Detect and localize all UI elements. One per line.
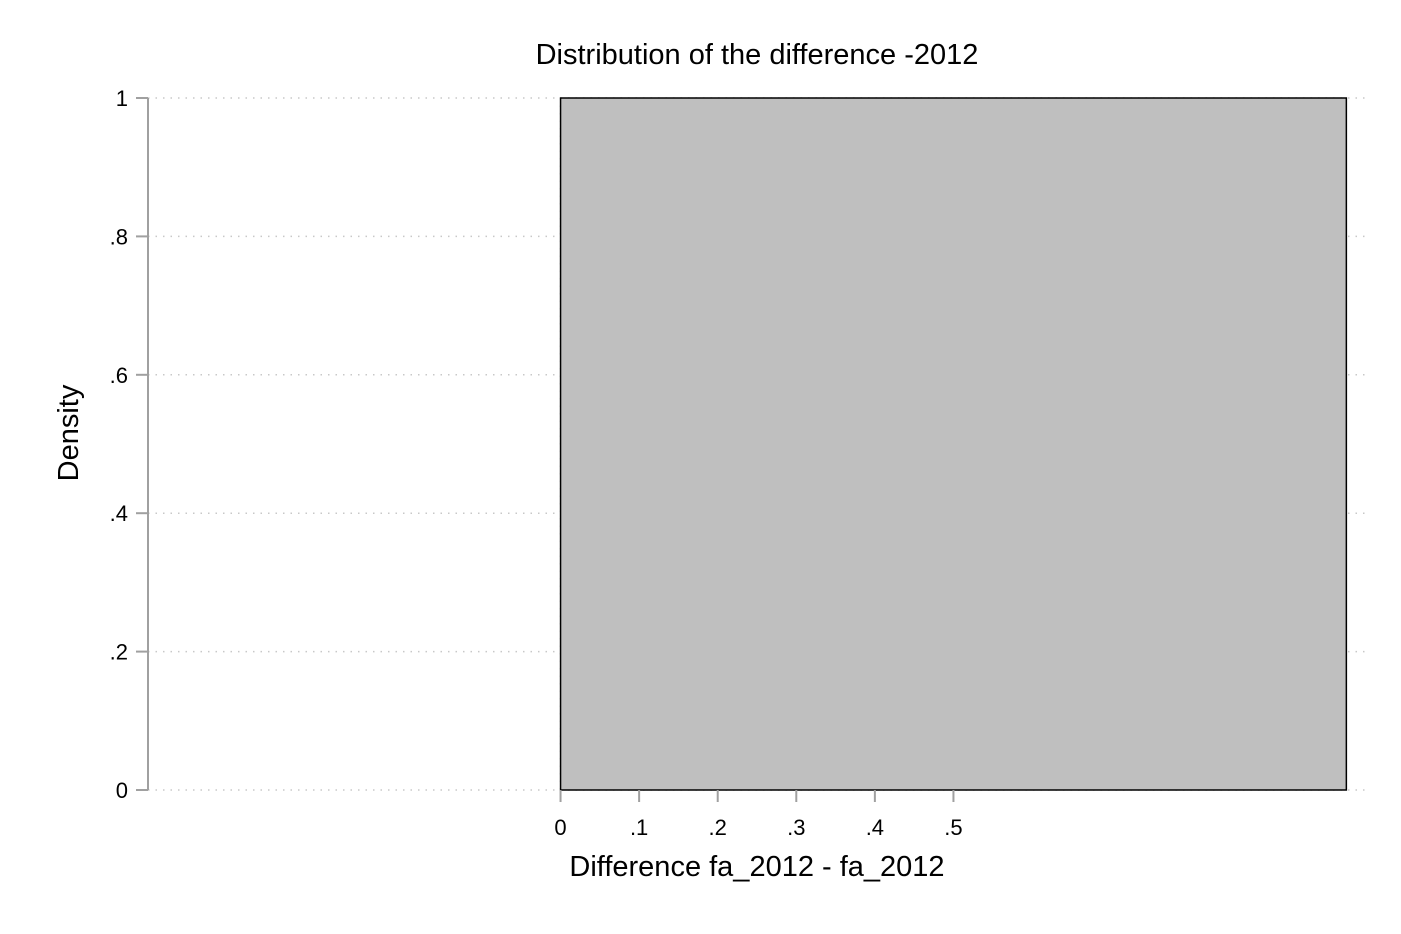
histogram-bar-0 <box>559 97 1348 791</box>
y-tick-label-4: .8 <box>110 224 128 249</box>
y-axis-title: Density <box>53 384 85 481</box>
y-tick-label-2: .4 <box>110 501 128 526</box>
y-tick-label-0: 0 <box>116 778 128 803</box>
x-tick-label-0: 0 <box>554 815 566 840</box>
axes <box>136 97 955 802</box>
y-tick-label-1: .2 <box>110 640 128 665</box>
x-tick-label-2: .2 <box>709 815 727 840</box>
x-tick-label-4: .4 <box>866 815 884 840</box>
x-tick-label-5: .5 <box>944 815 962 840</box>
x-tick-label-3: .3 <box>787 815 805 840</box>
chart-title: Distribution of the difference -2012 <box>536 39 979 71</box>
tick-labels: 0 .2 .4 .6 .8 1 0 .1 .2 .3 .4 .5 <box>110 86 963 840</box>
x-axis-title: Difference fa_2012 - fa_2012 <box>569 851 944 883</box>
x-tick-label-1: .1 <box>630 815 648 840</box>
y-tick-label-5: 1 <box>116 86 128 111</box>
y-tick-label-3: .6 <box>110 363 128 388</box>
bars <box>559 97 1348 791</box>
